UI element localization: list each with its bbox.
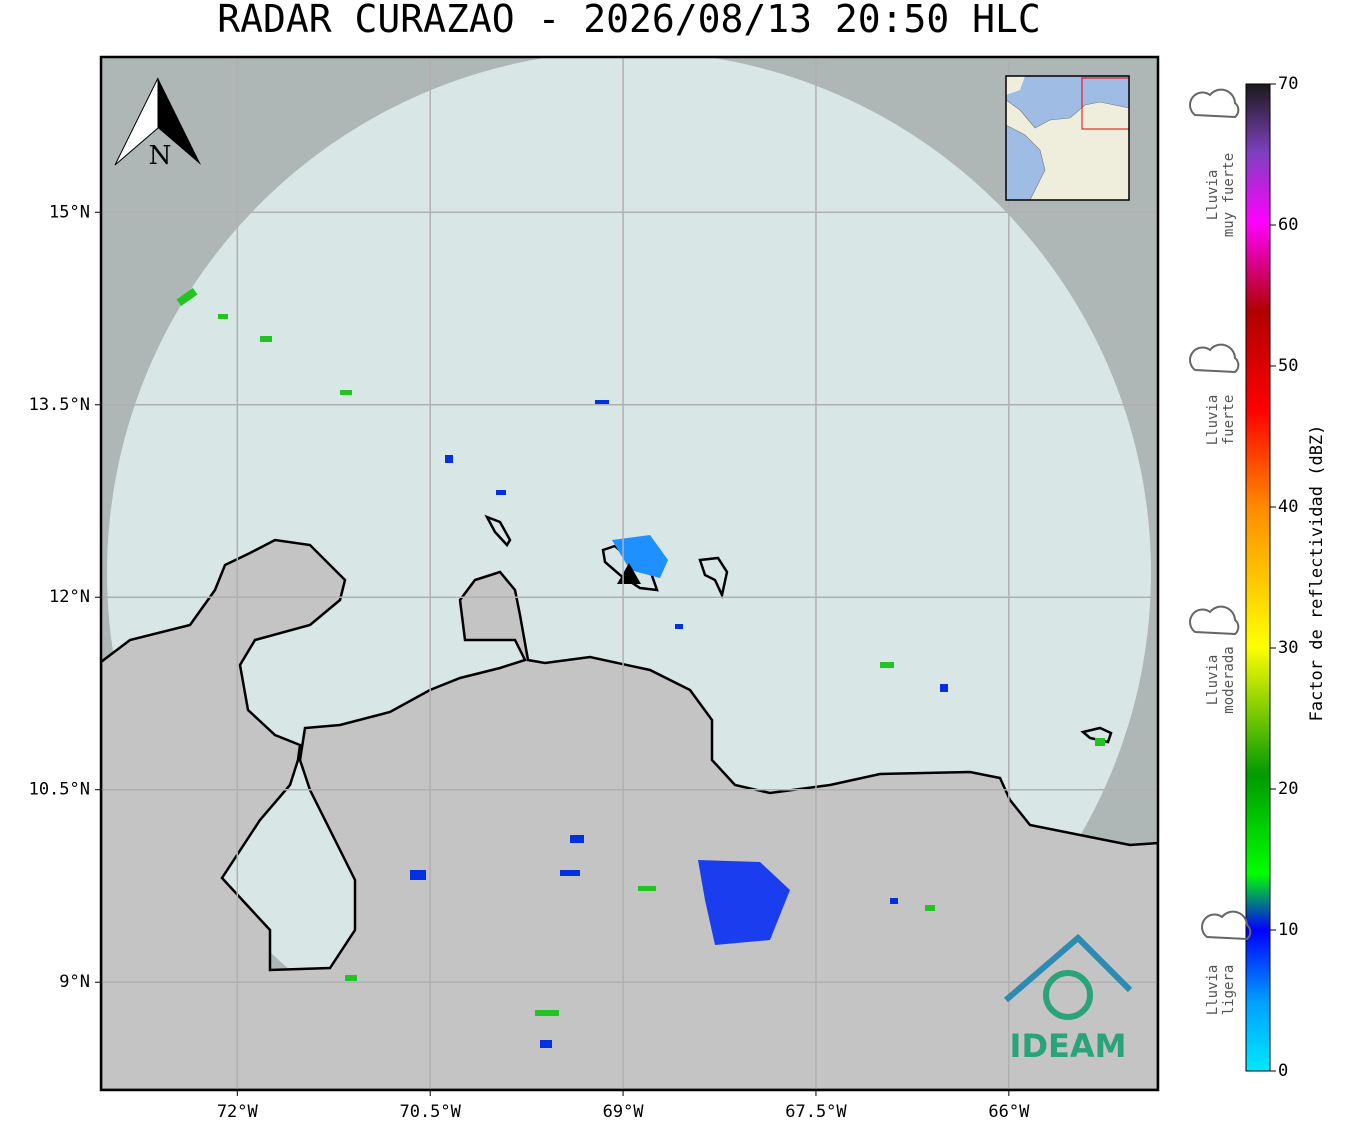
rain-category: ligera [1221,965,1237,1016]
logo-roof [1004,933,1133,1003]
x-tick-label: 69°W [603,1102,645,1122]
colorbar-tick-label: 40 [1278,497,1298,517]
rain-category: fuerte [1221,395,1237,446]
colorbar-tick-label: 50 [1278,356,1298,376]
x-tick-label: 66°W [988,1102,1030,1122]
rain-category: Lluvia [1205,965,1221,1016]
logo-swirl [1043,970,1093,1020]
colorbar-tick-label: 10 [1278,920,1298,940]
echo [595,400,609,405]
echo [218,314,228,319]
y-tick-label: 12°N [49,587,90,607]
y-tick-label: 9°N [59,972,90,992]
logo-text: IDEAM [1010,1027,1127,1065]
echo [345,975,357,981]
rain-category: Lluvia [1205,655,1221,706]
echo [540,1040,552,1048]
x-tick-label: 70.5°W [399,1102,461,1122]
colorbar-tick-label: 70 [1278,74,1298,94]
x-tick-label: 72°W [217,1102,259,1122]
cloud-icon [1201,910,1252,941]
echo-points [410,400,948,1048]
map: N IDEAM [101,57,1158,1090]
x-tick-label: 67.5°W [785,1102,847,1122]
rain-category: moderada [1221,646,1237,713]
echo [260,336,272,342]
y-tick-label: 13.5°N [29,395,90,415]
arrow-right [158,78,201,165]
echo [410,870,426,880]
title: RADAR CURAZAO - 2026/08/13 20:50 HLC [217,0,1041,41]
colorbar-tick-label: 20 [1278,779,1298,799]
rain-category: muy fuerte [1221,153,1237,237]
echo [675,624,683,629]
north-arrow: N [114,77,201,171]
cloud-icon [1189,88,1240,119]
rain-icons [1189,88,1252,941]
echo-points [176,287,1105,1016]
colorbar-tick-label: 30 [1278,638,1298,658]
echo [445,455,453,463]
echo [1095,738,1105,746]
echo [570,835,584,843]
grid [101,57,1158,1090]
echo-cluster [698,860,790,945]
colorbar-tick-label: 0 [1278,1061,1288,1081]
y-tick-label: 10.5°N [29,780,90,800]
echo [535,1010,559,1016]
colorbar [1245,83,1271,1072]
echo [340,390,352,395]
echo [560,870,580,876]
echo [890,898,898,904]
island [1080,726,1113,744]
north-label: N [149,141,172,171]
y-tick-label: 15°N [49,202,90,222]
echo [496,490,506,495]
logo: IDEAM [1004,933,1133,1065]
cloud-icon [1189,605,1240,636]
echo-cluster [612,535,668,578]
echoes [176,287,1105,1048]
inset-border [1005,75,1130,201]
plot-frame [99,55,1160,1092]
echo [638,886,656,891]
bonaire [698,556,729,599]
aruba [484,514,512,548]
echo [925,905,935,911]
inset-map [1005,75,1130,201]
echo [880,662,894,668]
rain-category: Lluvia [1205,170,1221,221]
cloud-icon [1189,343,1240,374]
echo [176,287,198,307]
inset-land [1006,76,1025,95]
echo [940,684,948,692]
rain-category: Lluvia [1205,395,1221,446]
colorbar-tick-label: 60 [1278,215,1298,235]
colorbar-label: Factor de reflectividad (dBZ) [1307,425,1327,722]
